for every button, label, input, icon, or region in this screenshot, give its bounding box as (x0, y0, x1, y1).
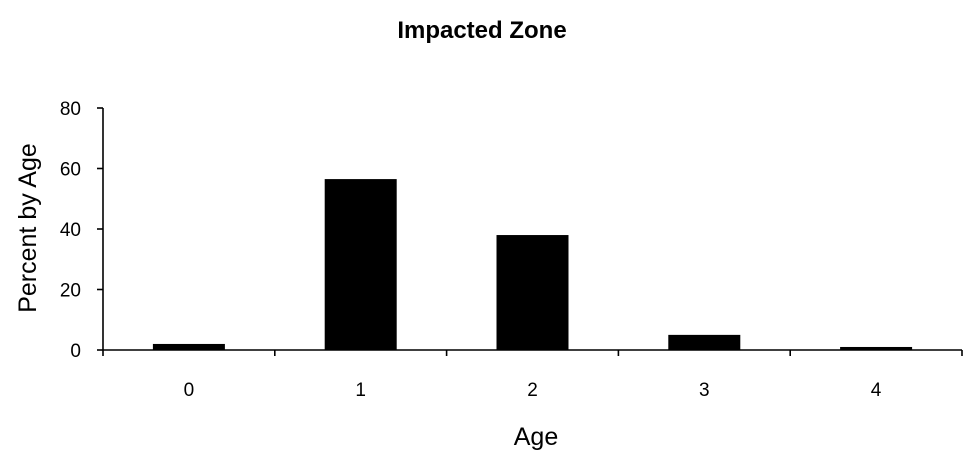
y-axis: 0 20 40 60 80 (60, 99, 104, 362)
x-tick-label: 3 (699, 380, 710, 401)
y-tick-label: 40 (60, 220, 81, 241)
x-axis: 0 1 2 3 4 (102, 349, 963, 401)
x-tick-label: 2 (527, 380, 538, 401)
y-tick-label: 80 (60, 99, 81, 120)
plot-area: 0 20 40 60 80 0 1 2 3 4 (60, 99, 963, 401)
bar-age-0 (152, 343, 225, 350)
bars (152, 179, 913, 350)
x-tick-label: 4 (871, 380, 882, 401)
y-axis-label: Percent by Age (14, 143, 42, 313)
bar-age-2 (496, 235, 569, 350)
y-tick-label: 60 (60, 160, 81, 181)
bar-age-4 (840, 346, 913, 350)
x-axis-label: Age (514, 423, 558, 451)
y-tick-label: 20 (60, 281, 81, 302)
x-tick-label: 0 (184, 380, 195, 401)
x-tick-label: 1 (355, 380, 366, 401)
bar-age-1 (324, 179, 397, 350)
chart-title: Impacted Zone (397, 17, 566, 44)
bar-age-3 (668, 334, 741, 350)
y-tick-label: 0 (70, 341, 81, 362)
